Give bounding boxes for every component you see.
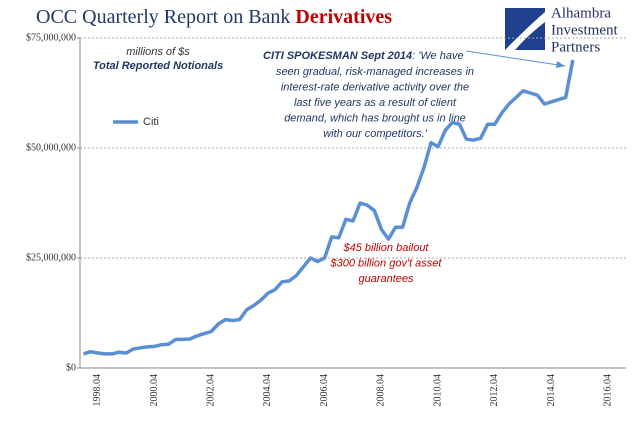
x-tick-label: 2010.04 — [432, 374, 443, 407]
bailout-line: $300 billion gov't asset — [330, 257, 443, 269]
x-tick-label: 2004.04 — [262, 374, 273, 407]
logo-text: Partners — [551, 39, 600, 55]
x-tick-label: 2002.04 — [205, 374, 216, 407]
units-note: millions of $s — [126, 46, 190, 58]
bailout-line: $45 billion bailout — [342, 242, 429, 254]
quote-line: CITI SPOKESMAN Sept 2014: 'We have — [263, 50, 464, 62]
bailout-line: guarantees — [358, 273, 414, 285]
x-tick-label: 2000.04 — [149, 374, 160, 407]
y-tick-label: $0 — [66, 362, 76, 373]
series-line — [82, 59, 575, 356]
x-tick-label: 2016.04 — [603, 374, 614, 407]
legend-label: Citi — [143, 116, 159, 128]
title-emphasis: Derivatives — [295, 6, 392, 28]
chart-title: OCC Quarterly Report on Bank Derivatives — [36, 6, 392, 28]
quote-text: : 'We have — [412, 50, 463, 62]
subtitle: Total Reported Notionals — [93, 60, 223, 72]
logo-text: Investment — [551, 22, 618, 38]
title-main: OCC Quarterly Report on Bank — [36, 6, 290, 28]
quote-arrow — [465, 50, 566, 67]
bailout-note: $45 billion bailout $300 billion gov't as… — [330, 242, 443, 285]
quote: CITI SPOKESMAN Sept 2014: 'We have seen g… — [263, 50, 474, 140]
y-tick-label: $50,000,000 — [26, 142, 76, 153]
logo-icon — [505, 8, 545, 50]
quote-lead: CITI SPOKESMAN Sept 2014 — [263, 50, 412, 62]
quote-line: demand, which has brought us in line — [284, 112, 466, 124]
x-tick-label: 2008.04 — [376, 374, 387, 407]
quote-line: seen gradual, risk-managed increases in — [276, 66, 474, 78]
y-tick-label: $75,000,000 — [26, 32, 76, 43]
quote-line: last five years as a result of client — [294, 97, 457, 109]
x-tick-label: 2006.04 — [319, 374, 330, 407]
arrow-head — [556, 61, 565, 68]
logo-text: Alhambra — [551, 5, 611, 21]
x-tick-label: 2014.04 — [546, 374, 557, 407]
logo: Alhambra Investment Partners — [505, 5, 618, 55]
x-tick-label: 2012.04 — [489, 374, 500, 407]
quote-line: with our competitors.' — [323, 128, 427, 140]
logo-swoosh — [505, 12, 545, 50]
y-tick-label: $25,000,000 — [26, 252, 76, 263]
quote-line: interest-rate derivative activity over t… — [281, 81, 469, 93]
x-tick-label: 1998.04 — [92, 374, 103, 407]
